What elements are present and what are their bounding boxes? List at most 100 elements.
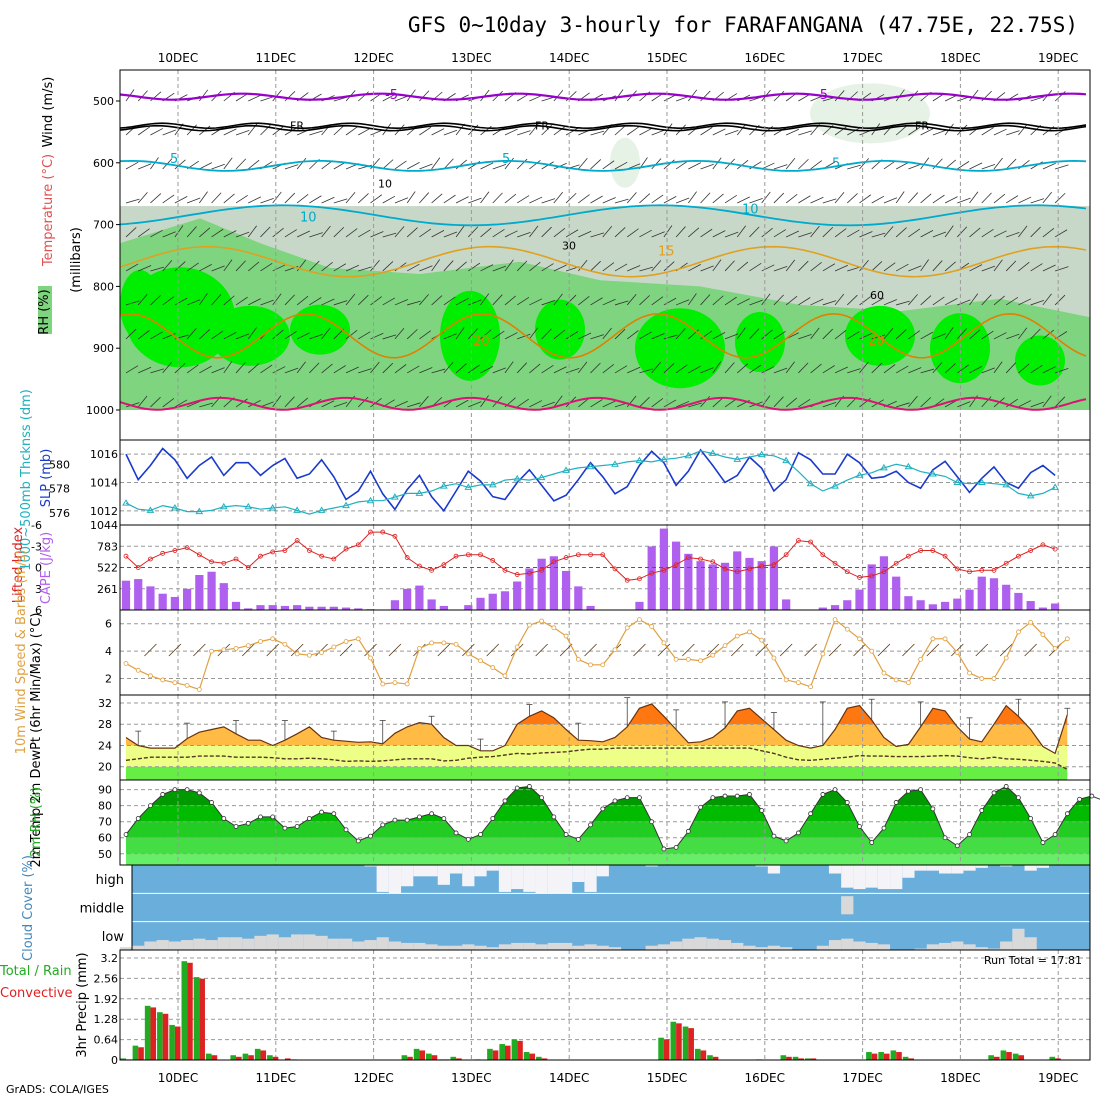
cape-bar — [953, 598, 962, 610]
y-tick-label: -3 — [31, 540, 42, 553]
wind-barb — [357, 294, 369, 306]
lifted-index-point — [795, 538, 801, 543]
cape-bar — [390, 600, 400, 610]
cape-bar — [879, 556, 889, 610]
cape-bar — [525, 568, 534, 610]
date-label: 17DEC — [842, 51, 882, 65]
wind-barb — [333, 300, 348, 306]
cape-bar — [696, 561, 705, 610]
wind-barb — [272, 89, 282, 102]
thickness-point — [880, 463, 888, 471]
wind-barb — [284, 367, 299, 374]
wind-barb — [517, 130, 531, 136]
low-cloud-gap — [229, 937, 243, 950]
wind-barb — [284, 396, 295, 408]
cape-bar — [1050, 603, 1060, 610]
wind-barb — [810, 225, 820, 238]
wind-barb — [724, 362, 735, 374]
wind-speed-point — [539, 618, 545, 624]
wind-barb — [309, 362, 320, 374]
rain-bar — [658, 1037, 664, 1060]
wind-barb — [578, 361, 588, 374]
wind-barb — [834, 329, 847, 340]
wind-barb — [639, 396, 650, 408]
wind-barb — [859, 259, 869, 272]
surface-wind-barb — [951, 643, 964, 657]
wind-barb — [345, 366, 359, 374]
wind-barb — [773, 90, 785, 102]
low-cloud-gap — [608, 947, 622, 950]
lifted-index-point — [710, 559, 716, 565]
low-cloud-gap — [657, 944, 671, 950]
wind-barb — [969, 293, 979, 306]
wind-barb — [700, 90, 711, 102]
wind-barb — [688, 365, 701, 374]
rain-bar — [499, 1044, 505, 1060]
wind-barb — [174, 261, 186, 272]
wind-barb — [688, 89, 698, 102]
wind-barb — [541, 328, 552, 340]
wind-barb — [235, 398, 248, 408]
rh-point — [1028, 816, 1034, 821]
wind-barb — [859, 361, 869, 374]
wind-barb — [358, 229, 371, 238]
wind-barb — [186, 328, 197, 340]
wind-barb — [773, 192, 785, 204]
thickness-point — [1002, 480, 1011, 488]
wind-barb — [920, 128, 934, 136]
wind-barb — [150, 331, 163, 340]
wind-barb — [553, 126, 566, 136]
cape-bar — [635, 601, 644, 610]
rh-band — [126, 837, 1090, 854]
lifted-index-point — [771, 562, 777, 568]
rh-point — [527, 784, 532, 789]
rh-point — [258, 814, 263, 820]
wind-speed-point — [563, 633, 569, 639]
wind-barb — [137, 395, 148, 408]
y-tick-label: 90 — [98, 784, 112, 797]
wind-barb — [785, 397, 798, 408]
y-tick-label: 576 — [49, 507, 70, 520]
cape-bar — [158, 593, 167, 610]
lifted-index-point — [906, 553, 911, 559]
high-cloud-gap — [841, 865, 854, 888]
rh-point — [478, 832, 483, 837]
rain-bar — [132, 1045, 139, 1060]
surface-wind-barb — [339, 643, 353, 657]
wind-barb — [565, 127, 579, 136]
y-tick-label: 1044 — [90, 519, 118, 532]
cloud-layer-label: high — [96, 873, 124, 888]
wind-barb — [944, 327, 954, 340]
wind-barb — [920, 157, 930, 170]
rain-bar — [157, 1012, 163, 1060]
wind-barb — [700, 127, 713, 136]
wind-barb — [162, 296, 175, 306]
wind-barb — [896, 402, 910, 408]
rh-band — [126, 786, 1090, 790]
low-cloud-gap — [132, 945, 145, 950]
lifted-index-point — [514, 572, 520, 577]
rain-bar — [1012, 1053, 1019, 1060]
cape-bar — [843, 600, 852, 610]
wind-barb — [798, 195, 811, 204]
low-cloud-gap — [547, 942, 560, 950]
wind-barb — [565, 331, 579, 340]
wind-barb — [455, 298, 469, 306]
wind-barb — [248, 399, 261, 408]
low-cloud-gap — [670, 941, 683, 950]
wind-speed-point — [918, 656, 924, 662]
wind-barb — [871, 362, 883, 374]
cape-bar — [439, 605, 448, 610]
wind-barb — [834, 264, 849, 272]
wind-barb — [1042, 293, 1052, 306]
wind-barb — [1018, 400, 1032, 408]
wind-barb — [981, 367, 995, 374]
wind-barb — [932, 194, 945, 204]
wind-barb — [272, 126, 284, 136]
wind-barb — [1042, 264, 1056, 272]
wind-barb — [773, 294, 784, 306]
wind-barb — [272, 264, 286, 272]
wind-barb — [724, 398, 737, 408]
wind-barb — [688, 293, 697, 306]
